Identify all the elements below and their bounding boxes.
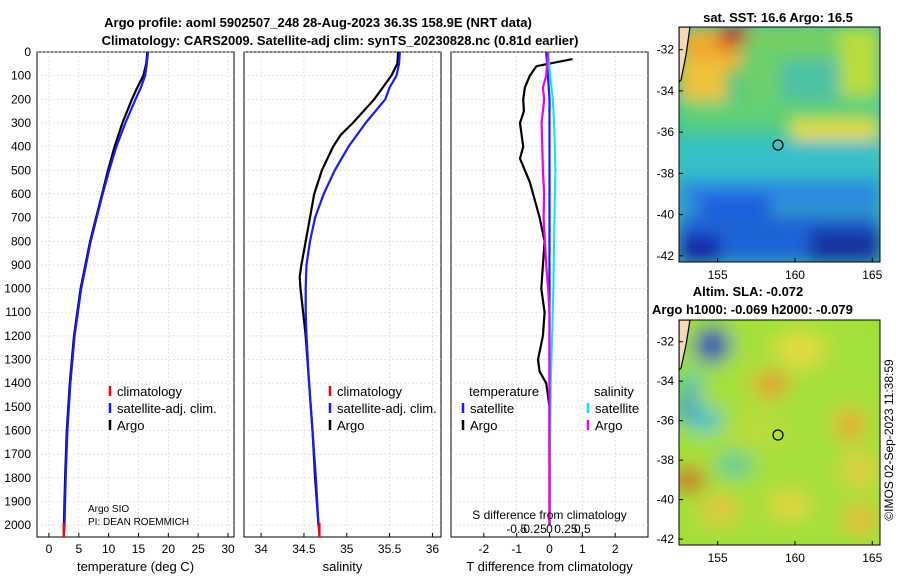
x-tick-label: 34.5 xyxy=(292,542,316,556)
satellite-clim-line xyxy=(62,51,150,535)
x2-tick-label: -0.25 xyxy=(519,522,547,536)
depth-tick-label: 1400 xyxy=(4,376,31,390)
depth-tick-label: 700 xyxy=(11,211,31,225)
depth-tick-label: 1100 xyxy=(5,305,31,319)
map-x-tick-label: 160 xyxy=(785,551,805,565)
x-tick-label: -2 xyxy=(478,542,489,556)
x-tick-label: 25 xyxy=(192,542,206,556)
depth-tick-label: 1000 xyxy=(4,282,31,296)
depth-tick-label: 900 xyxy=(11,258,31,272)
figure-title-line1: Argo profile: aoml 5902507_248 28-Aug-20… xyxy=(104,15,532,30)
legend-label-argo: Argo xyxy=(117,418,144,433)
x2-tick-label: 0 xyxy=(546,522,553,536)
sst-argo-marker xyxy=(772,139,784,151)
depth-tick-label: 1600 xyxy=(4,424,31,438)
map-y-tick-label: -32 xyxy=(657,43,675,57)
legend-label-argo: Argo xyxy=(337,418,364,433)
map-x-tick-label: 155 xyxy=(708,551,728,565)
x-tick-label: 35 xyxy=(340,542,354,556)
legend-title-temperature: temperature xyxy=(469,384,539,399)
map-y-tick-label: -34 xyxy=(657,374,675,388)
map-y-tick-label: -38 xyxy=(657,166,675,180)
legend-label-salinity-argo: Argo xyxy=(595,418,622,433)
panel-2-frame xyxy=(243,51,442,538)
depth-tick-label: 1700 xyxy=(4,447,31,461)
legend-label-satellite-adj-clim: satellite-adj. clim. xyxy=(337,401,437,416)
depth-tick-label: 1800 xyxy=(4,471,31,485)
credit-line1: Argo SIO xyxy=(88,504,129,515)
sla-argo-marker xyxy=(772,429,784,441)
x-tick-label: -1 xyxy=(511,542,522,556)
x-tick-label: 0 xyxy=(546,542,553,556)
map-x-tick-label: 165 xyxy=(862,268,882,282)
legend-label-temperature-satellite: satellite xyxy=(470,401,514,416)
depth-tick-label: 400 xyxy=(11,140,31,154)
x2-axis-label: S difference from climatology xyxy=(472,508,627,522)
x-tick-label: 10 xyxy=(102,542,116,556)
x2-tick-label: -0.5 xyxy=(506,522,527,536)
map-y-tick-label: -36 xyxy=(657,125,675,139)
x-tick-label: 35.5 xyxy=(378,542,402,556)
x-tick-label: 20 xyxy=(162,542,176,556)
sst-map xyxy=(678,26,881,263)
x-tick-label: 36 xyxy=(426,542,440,556)
legend-label-temperature-argo: Argo xyxy=(470,418,497,433)
map-x-tick-label: 165 xyxy=(862,551,882,565)
depth-tick-label: 1200 xyxy=(4,329,31,343)
legend-label-satellite-adj-clim: satellite-adj. clim. xyxy=(117,401,217,416)
map-y-tick-label: -32 xyxy=(657,335,675,349)
x-tick-label: 5 xyxy=(75,542,82,556)
legend-label-climatology: climatology xyxy=(337,384,403,399)
sla-map-subtitle: Argo h1000: -0.069 h2000: -0.079 xyxy=(652,302,853,317)
legend-label-climatology: climatology xyxy=(117,384,183,399)
depth-tick-label: 100 xyxy=(11,69,31,83)
map-y-tick-label: -40 xyxy=(657,493,675,507)
depth-tick-label: 600 xyxy=(11,187,31,201)
x-tick-label: 1 xyxy=(579,542,586,556)
x-tick-label: 34 xyxy=(254,542,268,556)
sla-map xyxy=(678,319,881,546)
legend-label-salinity-satellite: satellite xyxy=(595,401,639,416)
map-y-tick-label: -36 xyxy=(657,414,675,428)
x-tick-label: 2 xyxy=(612,542,619,556)
figure-title-line2: Climatology: CARS2009. Satellite-adj cli… xyxy=(102,33,579,48)
map-y-tick-label: -42 xyxy=(657,249,675,263)
temperature-argo-diff-line xyxy=(518,58,573,526)
map-x-tick-label: 155 xyxy=(708,268,728,282)
depth-tick-label: 1300 xyxy=(4,353,31,367)
depth-tick-label: 1900 xyxy=(4,495,31,509)
x-tick-label: 15 xyxy=(132,542,146,556)
credit-line2: PI: DEAN ROEMMICH xyxy=(88,517,189,528)
x2-tick-label: 0.25 xyxy=(554,522,578,536)
x-axis-label: temperature (deg C) xyxy=(77,559,194,574)
depth-tick-label: 800 xyxy=(11,234,31,248)
x-axis-label: salinity xyxy=(323,559,363,574)
panel-1-frame xyxy=(36,51,235,538)
depth-tick-label: 2000 xyxy=(4,518,31,532)
map-y-tick-label: -40 xyxy=(657,208,675,222)
map-x-tick-label: 160 xyxy=(785,268,805,282)
x-tick-label: 30 xyxy=(221,542,235,556)
depth-tick-label: 1500 xyxy=(4,400,31,414)
satellite-clim-line xyxy=(304,51,401,535)
depth-tick-label: 200 xyxy=(11,92,31,106)
map-y-tick-label: -38 xyxy=(657,453,675,467)
x-tick-label: 0 xyxy=(46,542,53,556)
sst-map-title: sat. SST: 16.6 Argo: 16.5 xyxy=(703,10,853,25)
sla-map-title: Altim. SLA: -0.072 xyxy=(693,284,804,299)
legend-title-salinity: salinity xyxy=(594,384,634,399)
map-y-tick-label: -42 xyxy=(657,532,675,546)
salinity-argo-diff-line xyxy=(540,51,551,526)
depth-tick-label: 500 xyxy=(11,163,31,177)
watermark: ©IMOS 02-Sep-2023 11:38:59 xyxy=(882,359,896,521)
x2-tick-label: 0.5 xyxy=(574,522,591,536)
depth-tick-label: 300 xyxy=(11,116,31,130)
x-axis-label: T difference from climatology xyxy=(466,559,633,574)
depth-tick-label: 0 xyxy=(24,45,31,59)
map-y-tick-label: -34 xyxy=(657,84,675,98)
